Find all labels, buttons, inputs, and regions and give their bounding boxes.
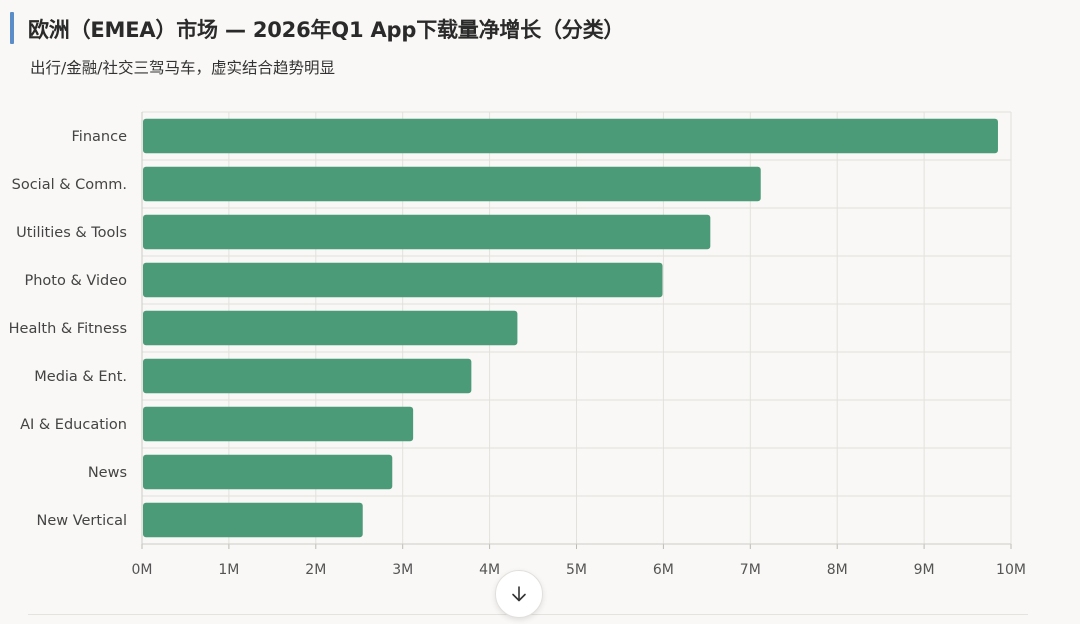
bar: [143, 454, 393, 490]
chart-subtitle: 出行/金融/社交三驾马车，虚实结合趋势明显: [30, 59, 335, 77]
x-tick-label: 4M: [479, 562, 500, 578]
bar-chart: 0M 1M 2M 3M 4M 5M 6M 7M 8M 9M 10M Finance Social & C…: [9, 111, 1026, 578]
bar: [143, 310, 518, 346]
chart-title: 欧洲（EMEA）市场 — 2026年Q1 App下载量净增长（分类）: [28, 18, 625, 42]
x-tick-label: 0M: [132, 562, 153, 578]
bar: [143, 502, 363, 538]
bar: [143, 406, 414, 442]
category-label: Health & Fitness: [9, 321, 127, 337]
x-tick-label: 2M: [305, 562, 326, 578]
category-label: Utilities & Tools: [16, 225, 127, 241]
category-label: Social & Comm.: [12, 177, 127, 193]
category-label: Finance: [72, 129, 128, 145]
bar: [143, 118, 998, 154]
category-label: Media & Ent.: [34, 369, 127, 385]
category-label: AI & Education: [20, 417, 127, 433]
x-tick-label: 8M: [827, 562, 848, 578]
arrow-down-icon: [512, 586, 526, 602]
x-tick-label: 6M: [653, 562, 674, 578]
bar: [143, 166, 761, 202]
category-label: News: [88, 465, 127, 481]
bar: [143, 358, 472, 394]
x-tick-label: 10M: [996, 562, 1026, 578]
bar: [143, 214, 711, 250]
x-tick-label: 1M: [218, 562, 239, 578]
scroll-down-button[interactable]: [495, 570, 543, 618]
title-accent-bar: [10, 12, 14, 44]
category-label: Photo & Video: [24, 273, 127, 289]
x-tick-label: 3M: [392, 562, 413, 578]
x-tick-label: 7M: [740, 562, 761, 578]
x-tick-label: 9M: [914, 562, 935, 578]
x-tick-label: 5M: [566, 562, 587, 578]
category-label: New Vertical: [36, 513, 127, 529]
bar: [143, 262, 663, 298]
